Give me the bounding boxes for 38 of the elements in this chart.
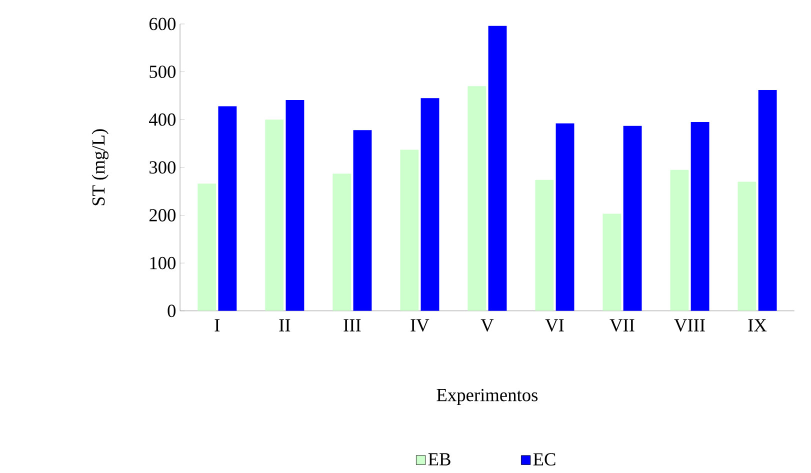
x-axis-title: Experimentos (436, 388, 538, 405)
bar (332, 174, 352, 311)
x-tick-label: II (279, 319, 290, 332)
bar (738, 182, 756, 311)
bar (286, 100, 304, 311)
bar (468, 86, 486, 311)
legend-label: EB (428, 453, 450, 466)
y-tick-label: 400 (149, 113, 176, 126)
y-axis-title: ST (mg/L) (92, 129, 108, 206)
bar (400, 150, 419, 311)
x-tick-label: V (480, 319, 494, 332)
bar (420, 98, 440, 311)
x-tick-label: VII (610, 319, 634, 332)
bar (690, 122, 710, 311)
bar (758, 90, 777, 311)
y-tick-label: 100 (150, 256, 176, 270)
x-tick-label: VI (545, 319, 564, 332)
bar (353, 130, 372, 311)
bar (556, 123, 574, 311)
y-tick-label: 500 (150, 66, 176, 78)
y-tick-label: 200 (149, 209, 176, 222)
bar (198, 184, 216, 311)
bar (535, 180, 554, 311)
legend-label: EC (533, 453, 556, 466)
bar (670, 170, 689, 311)
bar (623, 126, 642, 311)
y-tick-label: 600 (149, 18, 176, 30)
bar (488, 26, 507, 311)
x-tick-label: IX (748, 319, 767, 332)
x-tick-label: III (344, 319, 361, 332)
bar (218, 106, 237, 311)
x-tick-label: IV (410, 319, 430, 332)
bar (602, 214, 622, 311)
bar (265, 120, 284, 311)
x-tick-label: I (214, 319, 220, 332)
y-tick-label: 300 (150, 161, 176, 174)
y-tick-label: 0 (168, 304, 176, 318)
x-tick-label: VIII (674, 319, 705, 332)
